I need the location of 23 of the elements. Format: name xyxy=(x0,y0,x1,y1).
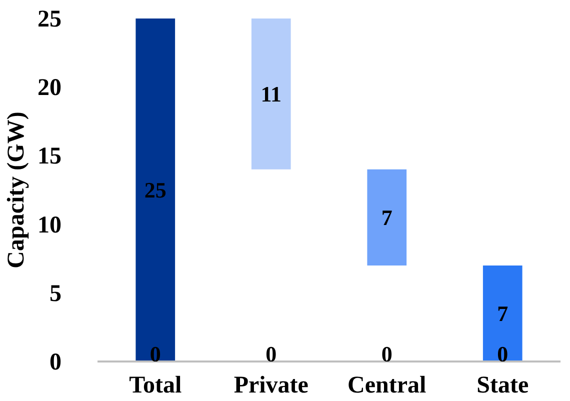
data-label: 11 xyxy=(260,81,282,106)
data-label: 7 xyxy=(381,204,392,230)
bar xyxy=(482,265,522,362)
y-tick-label: 15 xyxy=(38,144,62,170)
x-tick-label: State xyxy=(476,372,529,398)
annotation: 0 xyxy=(497,342,508,366)
data-label: 7 xyxy=(497,300,508,326)
y-tick-label: 5 xyxy=(50,280,62,307)
x-tick-label: Central xyxy=(348,372,427,398)
y-tick-label: 10 xyxy=(38,212,62,238)
y-tick-label: 25 xyxy=(38,6,62,32)
annotation: 0 xyxy=(266,342,277,366)
bar xyxy=(367,169,407,266)
bar xyxy=(251,18,291,170)
data-label: 25 xyxy=(144,178,166,202)
annotation: 0 xyxy=(150,342,161,366)
y-tick-label: 0 xyxy=(50,350,62,376)
y-tick-label: 20 xyxy=(38,75,62,102)
annotation: 0 xyxy=(381,342,392,366)
x-tick-label: Private xyxy=(234,372,309,398)
x-tick-label: Total xyxy=(129,372,182,398)
bar xyxy=(136,18,176,362)
y-axis-title: Capacity (GW) xyxy=(4,112,30,268)
